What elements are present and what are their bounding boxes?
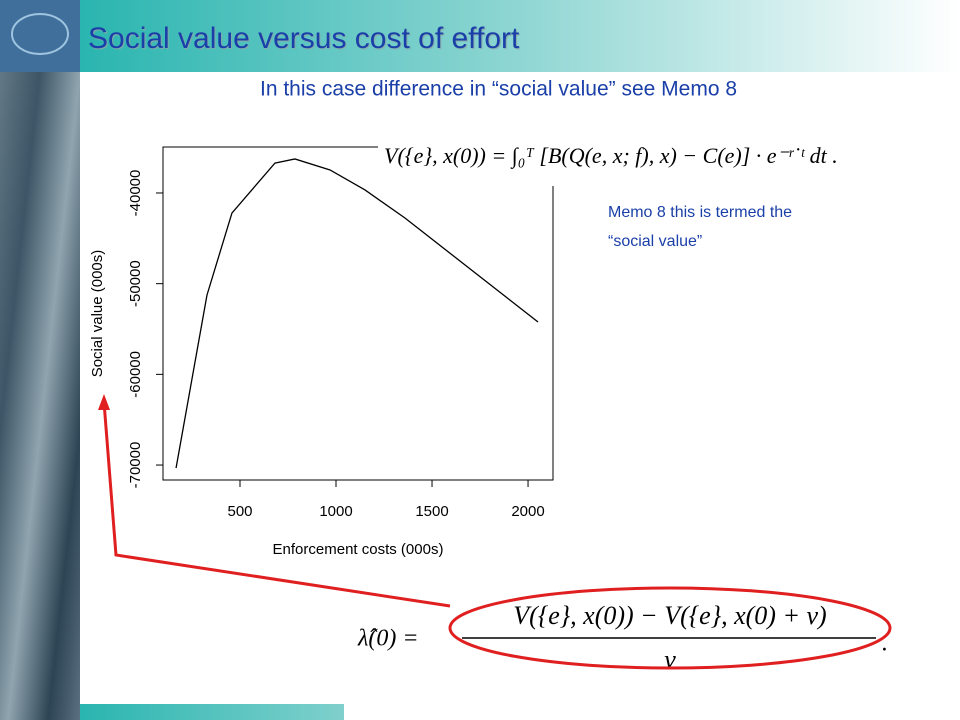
note-line: Memo 8 this is termed the (608, 204, 792, 221)
y-tick-label: -40000 (127, 170, 144, 217)
equation-denominator: ν (664, 645, 676, 674)
equation: V({e}, x(0)) = ∫₀ᵀ [B(Q(e, x; f), x) − C… (384, 143, 838, 169)
logo (11, 13, 69, 55)
logo-box (0, 0, 80, 72)
subtitle: In this case difference in “social value… (260, 78, 737, 101)
sea-strip (0, 0, 80, 720)
equation-end: . (882, 631, 888, 657)
arrow (102, 401, 451, 608)
chart: 500 1000 1500 2000 -70000 -60000 -50000 -40000 E… (89, 146, 554, 558)
x-tick-label: 2000 (511, 503, 544, 520)
note-line: “social value” (608, 233, 702, 250)
equation-lhs: λ̂(0) = (357, 626, 419, 652)
y-tick-label: -50000 (127, 260, 144, 307)
title-bar (80, 0, 960, 72)
bottom-bar (80, 704, 344, 720)
y-tick-label: -70000 (127, 442, 144, 489)
x-tick-label: 1500 (415, 503, 448, 520)
arrow-head (98, 394, 110, 410)
equation-numerator: V({e}, x(0)) − V({e}, x(0) + ν) (513, 601, 826, 630)
plot-frame (162, 146, 554, 481)
equation-backdrop (378, 128, 923, 186)
y-axis-label: Social value (000s) (89, 250, 106, 378)
data-line (175, 158, 539, 469)
x-tick-label: 500 (227, 503, 252, 520)
x-axis-label: Enforcement costs (000s) (273, 541, 444, 558)
y-tick-label: -60000 (127, 351, 144, 398)
slide-title: Social value versus cost of effort (88, 22, 520, 55)
x-tick-label: 1000 (319, 503, 352, 520)
highlight-ellipse (448, 586, 892, 670)
